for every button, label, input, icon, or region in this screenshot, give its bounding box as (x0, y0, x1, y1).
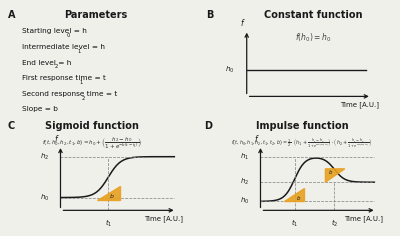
Text: Constant function: Constant function (264, 10, 363, 20)
Text: D: D (204, 122, 212, 131)
Text: $h_0$: $h_0$ (240, 196, 249, 206)
Text: $h_2$: $h_2$ (240, 177, 249, 187)
Text: $f(t,h_0,h_1,h_2,t_1,t_2,b) = \frac{1}{2}\cdot\left(h_1 + \frac{h_1-h_0}{1+e^{-b: $f(t,h_0,h_1,h_2,t_1,t_2,b) = \frac{1}{2… (232, 136, 372, 149)
Polygon shape (325, 169, 345, 182)
Text: 1: 1 (80, 80, 83, 85)
Text: Time [A.U.]: Time [A.U.] (344, 215, 384, 222)
Text: 2: 2 (82, 96, 85, 101)
Text: $h_0$: $h_0$ (225, 65, 234, 75)
Text: 2: 2 (55, 64, 58, 69)
Text: f: f (240, 19, 243, 28)
Text: A: A (8, 10, 15, 20)
Text: $h_1$: $h_1$ (240, 152, 249, 162)
Text: f: f (255, 135, 257, 144)
Text: Time [A.U.]: Time [A.U.] (144, 215, 184, 222)
Text: $t_2$: $t_2$ (331, 218, 338, 229)
Text: C: C (8, 122, 15, 131)
Text: b: b (110, 194, 114, 199)
Text: Starting level = h: Starting level = h (22, 29, 87, 34)
Text: $t_1$: $t_1$ (105, 218, 112, 229)
Text: $f(t,h_0,h_2,t_1,b) = h_0 + \left(\dfrac{h_2-h_0}{1+e^{-b(t-t_1)}}\right)$: $f(t,h_0,h_2,t_1,b) = h_0 + \left(\dfrac… (42, 136, 142, 152)
Text: Second response time = t: Second response time = t (22, 91, 118, 97)
Text: 0: 0 (67, 34, 70, 38)
Text: $h_2$: $h_2$ (40, 152, 49, 162)
Text: b: b (296, 196, 300, 201)
Text: B: B (206, 10, 213, 20)
Polygon shape (97, 186, 120, 200)
Polygon shape (284, 188, 304, 201)
Text: f: f (55, 135, 57, 144)
Text: Slope = b: Slope = b (22, 106, 58, 112)
Text: Parameters: Parameters (64, 10, 128, 20)
Text: First response time = t: First response time = t (22, 75, 106, 81)
Text: 1: 1 (77, 49, 80, 54)
Text: End level = h: End level = h (22, 59, 72, 66)
Text: b: b (329, 170, 332, 175)
Text: $t_1$: $t_1$ (291, 218, 298, 229)
Text: Impulse function: Impulse function (256, 122, 348, 131)
Text: Time [A.U.]: Time [A.U.] (340, 102, 379, 108)
Text: $f(h_0) = h_0$: $f(h_0) = h_0$ (296, 31, 332, 44)
Text: Sigmoid function: Sigmoid function (45, 122, 139, 131)
Text: Intermediate level = h: Intermediate level = h (22, 44, 106, 50)
Text: $h_0$: $h_0$ (40, 193, 49, 203)
